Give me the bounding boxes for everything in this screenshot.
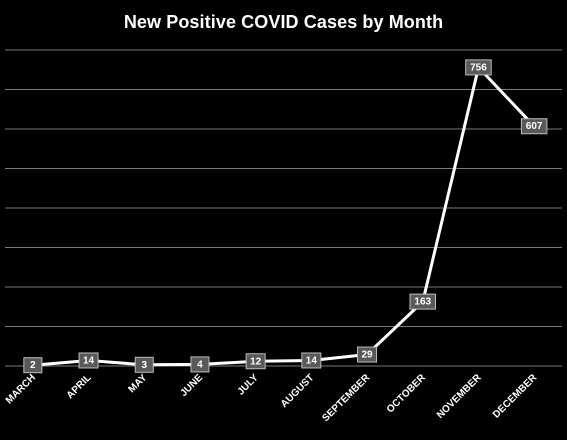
x-tick-label: JUNE <box>178 372 205 399</box>
x-tick-label: NOVEMBER <box>435 372 484 421</box>
data-label: 756 <box>465 59 492 76</box>
data-label-box <box>134 356 154 373</box>
data-label: 2 <box>23 357 43 374</box>
data-label: 607 <box>520 118 548 135</box>
x-tick-label: APRIL <box>65 372 94 401</box>
data-label-box <box>245 353 266 370</box>
data-label: 3 <box>134 356 154 373</box>
x-axis-ticks: MARCH APRIL MAY JUNE JULY AUGUST SEPTEMBER OCTO… <box>4 372 540 424</box>
data-label-text: 12 <box>250 356 262 367</box>
data-label-text: 607 <box>526 121 543 132</box>
data-labels: 2 14 3 4 12 14 29 163 756 607 <box>23 59 548 374</box>
x-tick-label: MAY <box>127 372 150 395</box>
data-label-box <box>78 352 99 369</box>
data-label-box <box>409 293 436 310</box>
data-label-text: 29 <box>361 350 373 361</box>
data-label-box <box>520 118 548 135</box>
data-label-box <box>190 356 210 373</box>
data-label: 12 <box>245 353 266 370</box>
x-tick-label: MARCH <box>4 372 38 406</box>
data-label-text: 14 <box>83 355 95 366</box>
data-label-box <box>465 59 492 76</box>
data-label-text: 163 <box>414 297 431 308</box>
x-tick-label: DECEMBER <box>491 372 540 421</box>
series-line <box>31 65 536 367</box>
data-label-text: 4 <box>197 359 203 370</box>
x-tick-label: SEPTEMBER <box>320 372 372 424</box>
data-label-text: 14 <box>306 355 318 366</box>
series-line-group <box>31 65 536 367</box>
data-label-box <box>357 346 378 363</box>
data-label: 14 <box>78 352 99 369</box>
data-label: 4 <box>190 356 210 373</box>
data-label-text: 2 <box>30 360 36 371</box>
x-tick-label: AUGUST <box>279 372 317 410</box>
data-label-box <box>301 352 322 369</box>
data-label-text: 756 <box>470 62 487 73</box>
chart-title: New Positive COVID Cases by Month <box>123 12 444 32</box>
x-tick-label: OCTOBER <box>385 372 429 416</box>
data-label: 14 <box>301 352 322 369</box>
gridlines <box>5 49 562 367</box>
data-label: 29 <box>357 346 378 363</box>
x-tick-label: JULY <box>236 372 261 397</box>
data-label-text: 3 <box>141 360 147 371</box>
data-label-box <box>23 357 43 374</box>
data-label: 163 <box>409 293 436 310</box>
